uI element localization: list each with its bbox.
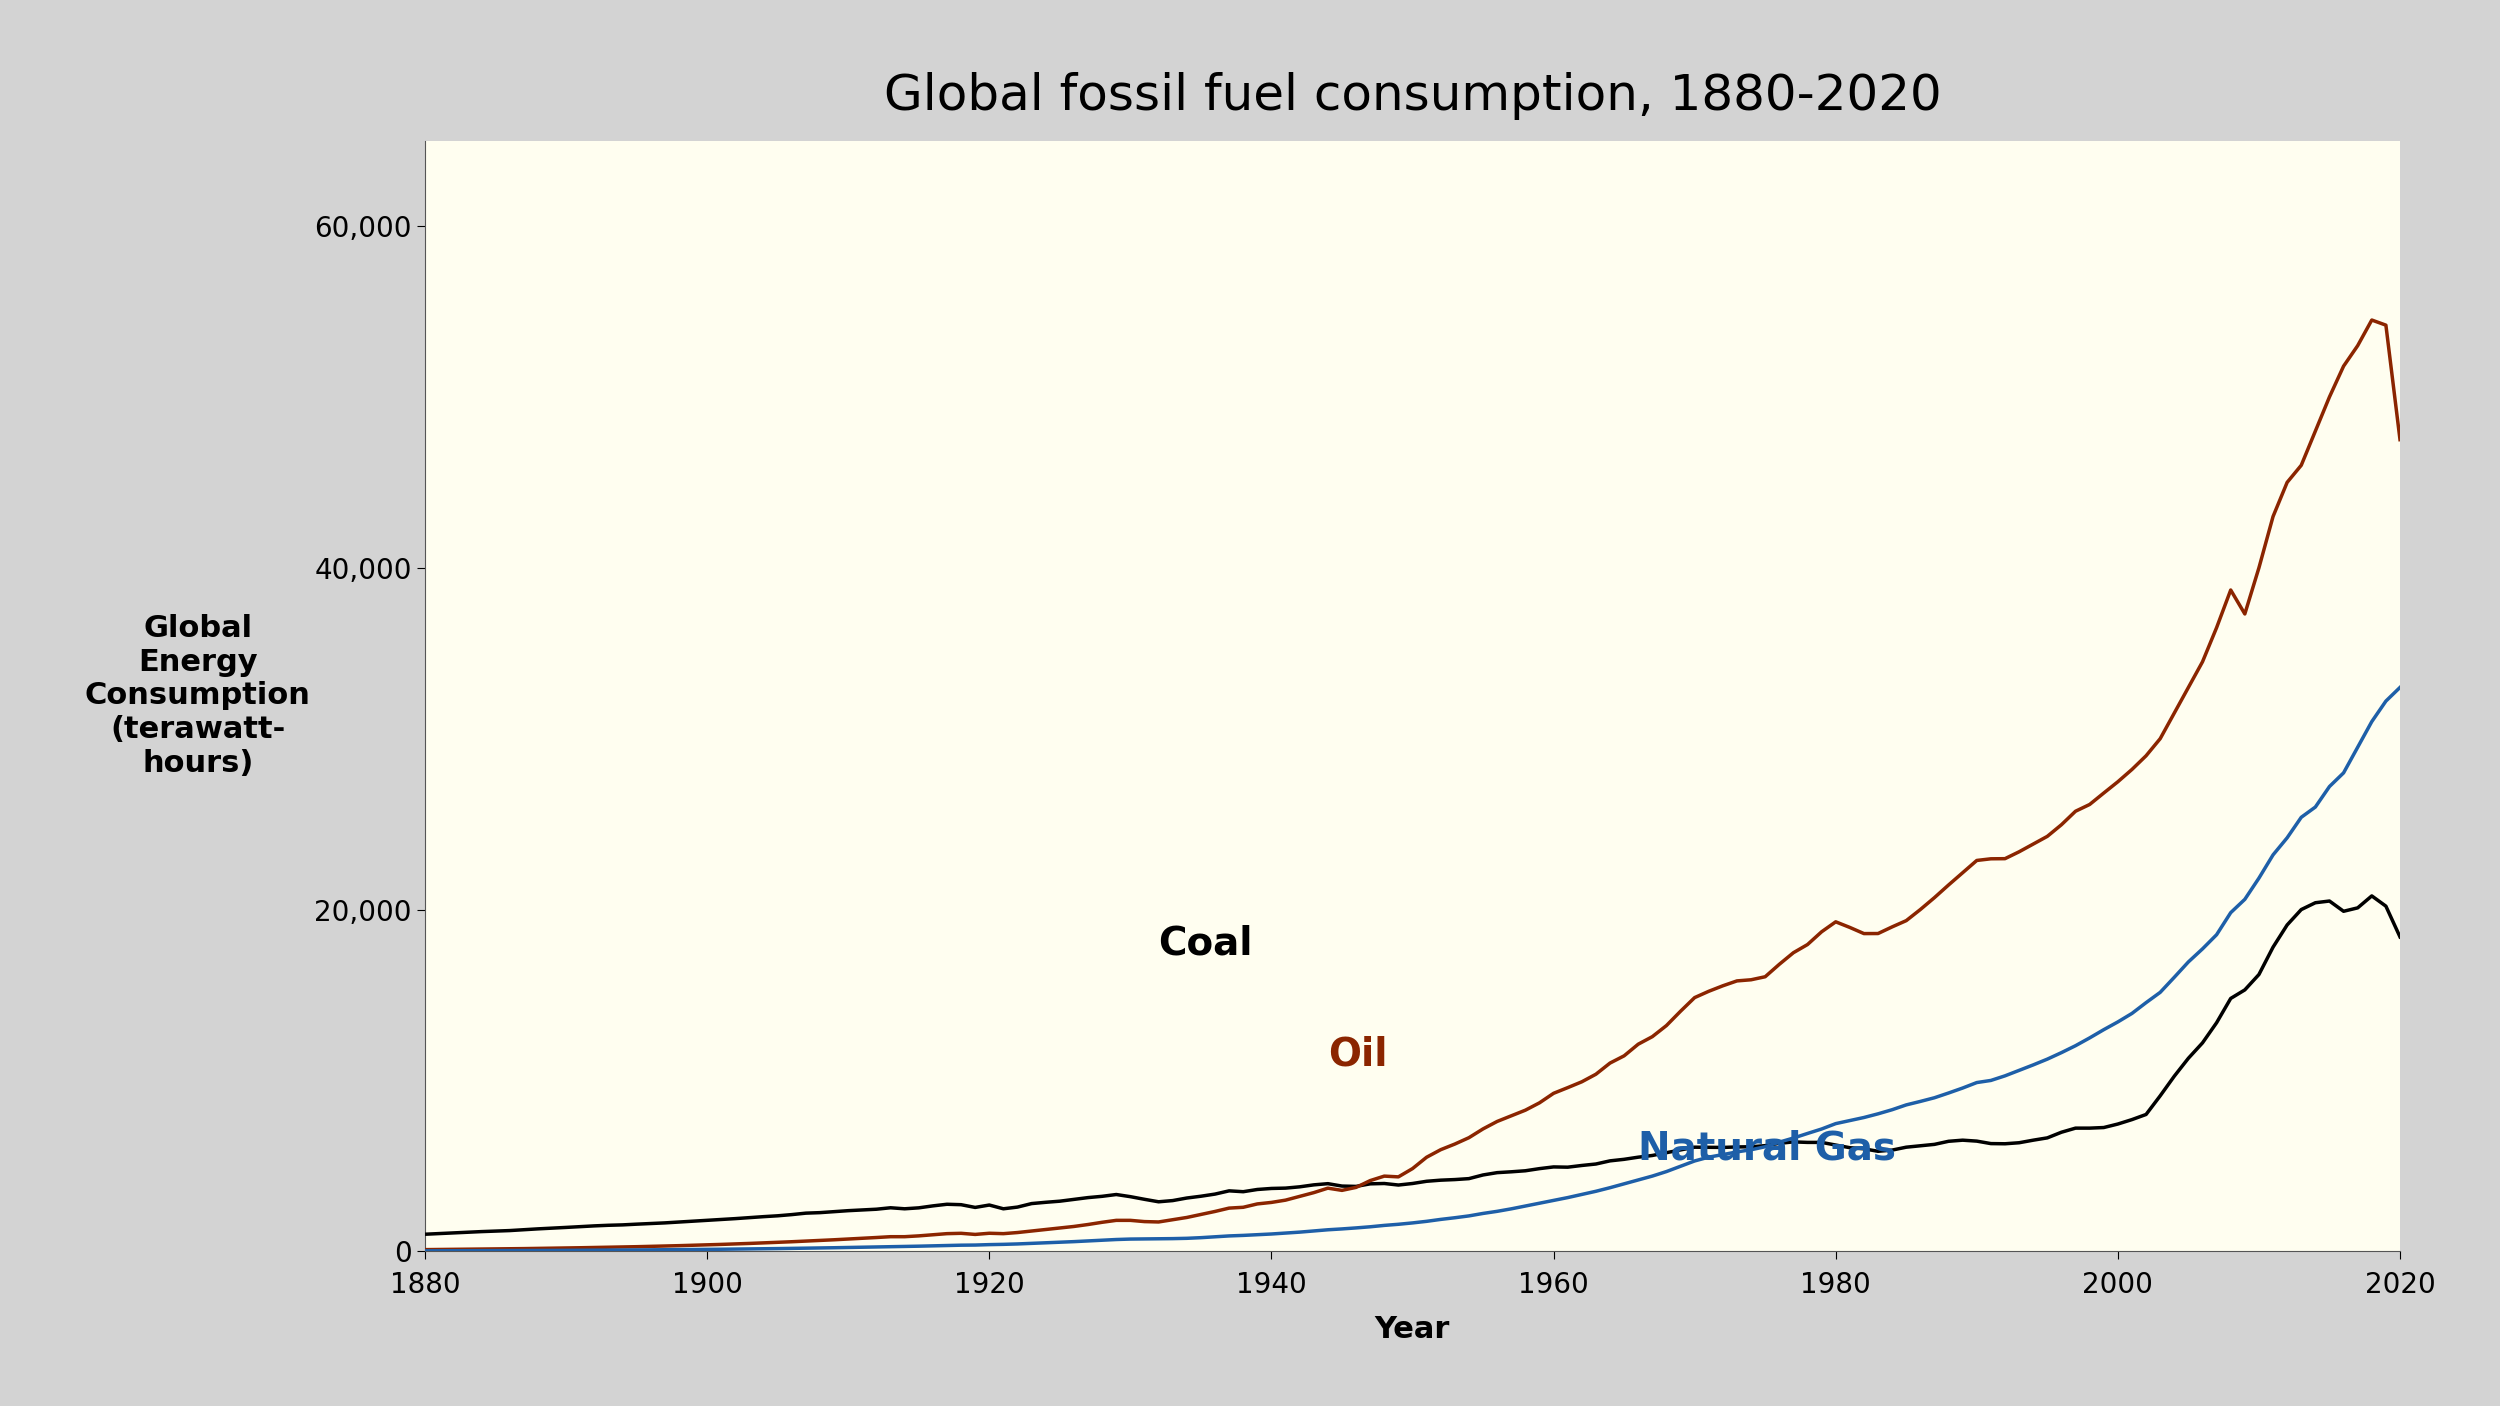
Y-axis label: Global
Energy
Consumption
(terawatt-
hours): Global Energy Consumption (terawatt- hou… — [85, 614, 310, 778]
Text: Oil: Oil — [1328, 1036, 1388, 1074]
Text: Coal: Coal — [1158, 925, 1252, 963]
Text: Natural Gas: Natural Gas — [1638, 1130, 1895, 1168]
Title: Global fossil fuel consumption, 1880-2020: Global fossil fuel consumption, 1880-202… — [882, 72, 1942, 120]
X-axis label: Year: Year — [1375, 1316, 1450, 1344]
